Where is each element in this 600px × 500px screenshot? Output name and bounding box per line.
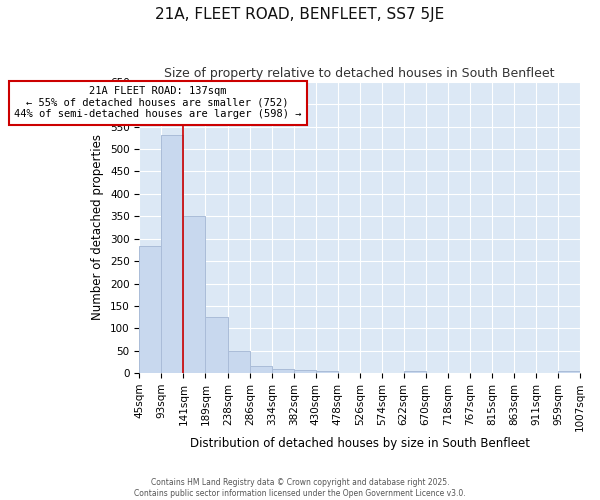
- Title: Size of property relative to detached houses in South Benfleet: Size of property relative to detached ho…: [164, 68, 555, 80]
- Bar: [250, 366, 272, 373]
- Text: Contains HM Land Registry data © Crown copyright and database right 2025.
Contai: Contains HM Land Registry data © Crown c…: [134, 478, 466, 498]
- Bar: [205, 317, 228, 373]
- Bar: [272, 368, 294, 373]
- Bar: [558, 370, 580, 373]
- Bar: [161, 136, 184, 373]
- Text: 21A, FLEET ROAD, BENFLEET, SS7 5JE: 21A, FLEET ROAD, BENFLEET, SS7 5JE: [155, 8, 445, 22]
- Bar: [228, 351, 250, 373]
- X-axis label: Distribution of detached houses by size in South Benfleet: Distribution of detached houses by size …: [190, 437, 530, 450]
- Bar: [294, 370, 316, 373]
- Bar: [184, 216, 205, 373]
- Bar: [404, 371, 425, 373]
- Bar: [139, 246, 161, 373]
- Text: 21A FLEET ROAD: 137sqm
← 55% of detached houses are smaller (752)
44% of semi-de: 21A FLEET ROAD: 137sqm ← 55% of detached…: [14, 86, 301, 120]
- Y-axis label: Number of detached properties: Number of detached properties: [91, 134, 104, 320]
- Bar: [316, 370, 338, 373]
